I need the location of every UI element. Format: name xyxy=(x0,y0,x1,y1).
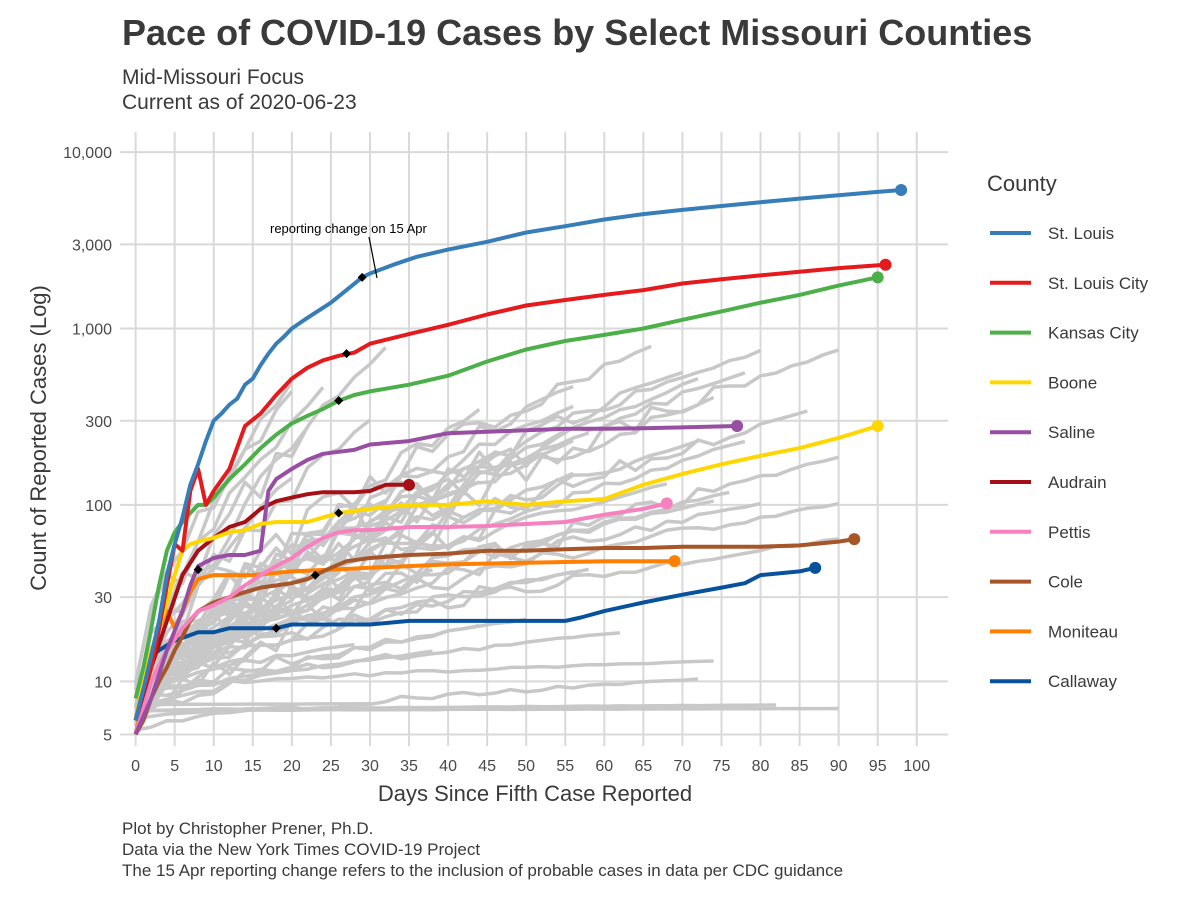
caption-line-1: Plot by Christopher Prener, Ph.D. xyxy=(122,819,374,838)
legend-label: Audrain xyxy=(1048,473,1107,492)
x-axis-title: Days Since Fifth Case Reported xyxy=(378,781,692,806)
series-markers xyxy=(193,183,908,633)
x-tick-label: 5 xyxy=(170,758,179,775)
y-tick-label: 30 xyxy=(94,590,112,607)
legend-title: County xyxy=(987,171,1057,196)
y-tick-label: 3,000 xyxy=(72,237,112,254)
chart-caption: Plot by Christopher Prener, Ph.D. Data v… xyxy=(122,818,843,881)
x-tick-label: 85 xyxy=(791,758,809,775)
background-county-line xyxy=(134,439,746,714)
background-county-line xyxy=(134,631,621,706)
reporting-change-marker xyxy=(334,396,344,406)
series-line xyxy=(133,424,879,721)
series-end-point xyxy=(848,533,861,546)
series-line xyxy=(133,424,738,736)
series-end-point xyxy=(895,183,908,196)
background-county-line xyxy=(135,702,371,707)
subtitle-line-1: Mid-Missouri Focus xyxy=(122,66,305,89)
legend-label: Saline xyxy=(1048,423,1095,442)
x-tick-label: 30 xyxy=(361,758,379,775)
background-county-line xyxy=(134,348,840,710)
annotation-label: reporting change on 15 Apr xyxy=(270,221,428,236)
x-tick-label: 15 xyxy=(244,758,262,775)
x-tick-label: 50 xyxy=(517,758,535,775)
x-tick-label: 25 xyxy=(322,758,340,775)
legend-label: Kansas City xyxy=(1048,324,1139,343)
x-tick-label: 65 xyxy=(634,758,652,775)
reporting-change-marker xyxy=(334,508,344,518)
y-tick-label: 1,000 xyxy=(72,322,112,339)
y-tick-label: 5 xyxy=(103,727,112,744)
y-tick-label: 300 xyxy=(85,414,112,431)
background-county-line xyxy=(134,537,839,688)
series-lines xyxy=(133,188,902,736)
background-county-line xyxy=(135,677,699,732)
series-end-point xyxy=(871,271,884,284)
x-tick-label: 70 xyxy=(674,758,692,775)
series-line xyxy=(133,262,886,721)
background-county-line xyxy=(134,642,355,696)
series-line xyxy=(133,188,902,721)
series-end-point xyxy=(668,555,681,568)
legend-label: Pettis xyxy=(1048,523,1091,542)
x-tick-label: 80 xyxy=(752,758,770,775)
legend-label: Callaway xyxy=(1048,672,1117,691)
background-county-line xyxy=(134,617,527,709)
y-axis-title: Count of Reported Cases (Log) xyxy=(26,285,51,591)
chart-subtitle: Mid-Missouri Focus Current as of 2020-06… xyxy=(122,65,357,115)
y-tick-label: 10 xyxy=(94,674,112,691)
x-tick-label: 75 xyxy=(713,758,731,775)
reporting-change-marker xyxy=(271,623,281,633)
background-county-line xyxy=(134,499,715,696)
y-tick-label: 10,000 xyxy=(63,145,112,162)
background-county-line xyxy=(133,377,699,727)
legend: County St. Louis St. Louis City Kansas Cit… xyxy=(987,171,1149,691)
x-tick-label: 40 xyxy=(439,758,457,775)
reporting-change-marker xyxy=(342,349,352,359)
series-end-point xyxy=(871,420,884,433)
caption-line-2: Data via the New York Times COVID-19 Pro… xyxy=(122,840,481,859)
reporting-change-marker xyxy=(193,565,203,575)
annotation-pointer xyxy=(368,236,378,279)
series-end-point xyxy=(403,478,416,491)
x-tick-label: 20 xyxy=(283,758,301,775)
x-tick-label: 10 xyxy=(205,758,223,775)
legend-label: Boone xyxy=(1048,373,1097,392)
series-end-point xyxy=(731,420,744,433)
x-tick-label: 100 xyxy=(903,758,930,775)
legend-label: Cole xyxy=(1048,573,1083,592)
subtitle-line-2: Current as of 2020-06-23 xyxy=(122,91,357,114)
x-tick-label: 45 xyxy=(478,758,496,775)
x-tick-label: 90 xyxy=(830,758,848,775)
reporting-change-marker xyxy=(357,272,367,282)
x-tick-label: 35 xyxy=(400,758,418,775)
caption-line-3: The 15 Apr reporting change refers to th… xyxy=(122,861,844,880)
x-tick-label: 60 xyxy=(595,758,613,775)
x-tick-label: 55 xyxy=(556,758,574,775)
series-end-point xyxy=(809,561,822,574)
axis-ticks: 0 5 10 15 20 25 30 35 40 45 50 55 60 65 70 75 80 85 90 95 10… xyxy=(63,145,930,775)
series-end-point xyxy=(879,258,892,271)
legend-label: St. Louis City xyxy=(1048,274,1149,293)
legend-label: St. Louis xyxy=(1048,224,1114,243)
reporting-change-marker xyxy=(310,570,320,580)
series-end-point xyxy=(660,497,673,510)
chart-title: Pace of COVID-19 Cases by Select Missour… xyxy=(122,12,1033,53)
annotation: reporting change on 15 Apr xyxy=(270,221,428,279)
x-tick-label: 0 xyxy=(131,758,140,775)
x-tick-label: 95 xyxy=(869,758,887,775)
y-tick-label: 100 xyxy=(85,498,112,515)
series-line xyxy=(133,501,668,735)
grid-lines xyxy=(120,132,948,746)
legend-label: Moniteau xyxy=(1048,622,1118,641)
background-county-line xyxy=(135,703,777,713)
